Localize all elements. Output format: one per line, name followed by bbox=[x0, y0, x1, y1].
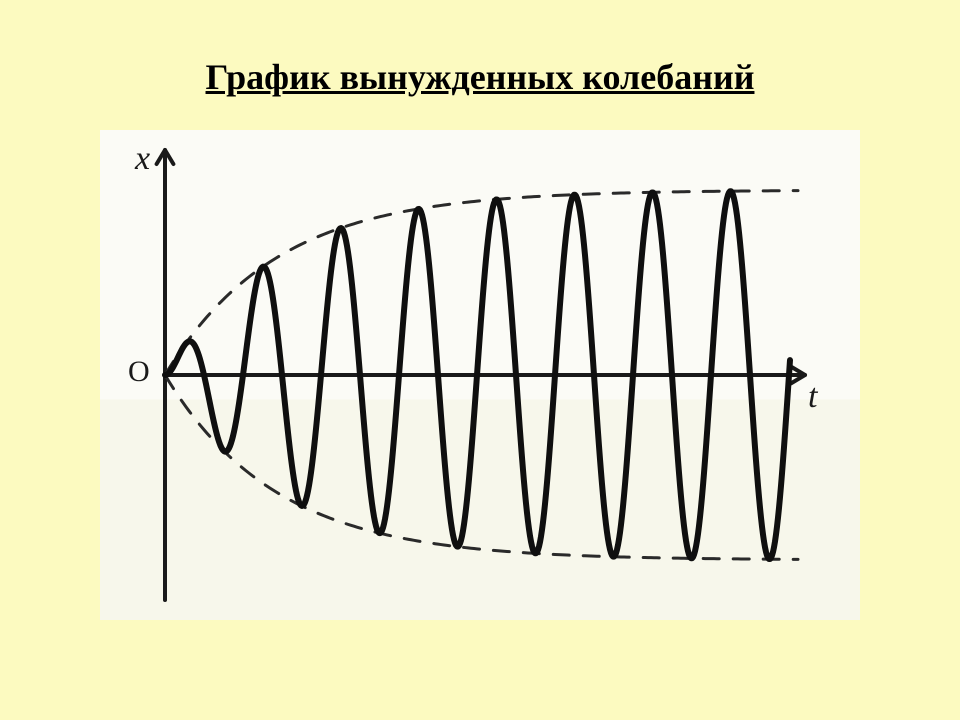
slide-background: График вынужденных колебаний x O t bbox=[0, 0, 960, 720]
chart-panel: x O t bbox=[100, 130, 860, 620]
y-axis-label: x bbox=[135, 140, 150, 178]
x-axis-label: t bbox=[808, 378, 817, 416]
chart-svg bbox=[100, 130, 860, 620]
origin-label: O bbox=[128, 355, 150, 389]
slide-title: График вынужденных колебаний bbox=[0, 56, 960, 98]
